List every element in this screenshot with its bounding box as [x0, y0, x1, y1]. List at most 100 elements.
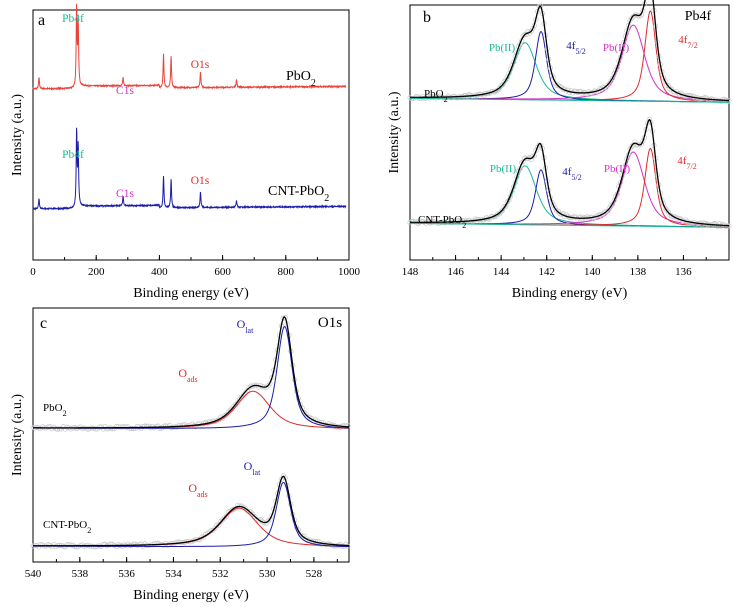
panel-b-letter: b	[423, 9, 431, 26]
panel-b-data-point	[448, 218, 455, 224]
panel-c-curve-label: CNT-PbO2	[43, 519, 91, 535]
panel-c-data-point	[115, 424, 121, 430]
panel-a-annotation: C1s	[116, 188, 134, 200]
panel-b-data-point	[632, 139, 638, 145]
panel-a-curve-label: PbO2	[286, 69, 316, 89]
panel-b-data-point	[554, 208, 560, 214]
panel-a-annotation: O1s	[191, 59, 210, 71]
panel-b-data-point	[530, 26, 536, 32]
panel-c-data-point	[55, 426, 61, 432]
panel-b-data-point	[608, 78, 614, 84]
panel-b-xtick-label: 142	[538, 266, 555, 278]
panel-b-data-point	[673, 215, 679, 221]
panel-c-data-point	[174, 539, 180, 545]
panel-c-data-point	[110, 426, 116, 432]
panel-a-series-1	[32, 127, 347, 211]
panel-b-data-point	[503, 77, 509, 83]
panel-b-xlabel: Binding energy (eV)	[512, 286, 628, 301]
panel-b-data-point	[477, 218, 483, 224]
panel-a-xtick-label: 0	[30, 266, 36, 278]
panel-c-data-point	[96, 424, 102, 430]
panel-b-data-point	[629, 143, 635, 149]
panel-b-annotation: Pb(II)	[489, 42, 516, 54]
panel-a-letter: a	[38, 12, 45, 29]
panel-b-data-point	[686, 220, 692, 226]
panel-b-xtick-label: 148	[402, 266, 419, 278]
panel-b-title: Pb4f	[685, 9, 712, 24]
panel-b-data-point	[461, 217, 467, 223]
panel-b-annotation: Pb(II)	[603, 42, 630, 54]
panel-b-data-point	[448, 95, 455, 101]
panel-b-data-point	[455, 218, 461, 224]
panel-a-series-0	[32, 3, 347, 91]
panel-c-annotation: Oads	[178, 366, 197, 384]
panel-a-xtick-label: 1000	[338, 266, 361, 278]
panel-b-data-point	[724, 223, 730, 229]
panel-b-data-point	[555, 208, 561, 214]
panel-b-data-point	[522, 31, 528, 37]
panel-b-data-point	[606, 81, 612, 87]
panel-c-xtick-label: 528	[306, 568, 323, 580]
panel-b-data-point	[724, 99, 730, 105]
panel-c-annotation: Olat	[244, 459, 261, 477]
panel-a-ylabel: Intensity (a.u.)	[10, 94, 25, 176]
panel-b-data-point	[499, 82, 506, 88]
panel-b-data-point	[590, 216, 596, 222]
panel-b-annotation: 4f7/2	[677, 155, 696, 171]
panel-b-data-point	[552, 205, 558, 211]
panel-b: 148 146 144 142 140 138 136 Binding energy (eV)…	[387, 0, 732, 301]
panel-b-data-point	[444, 95, 450, 101]
panel-b-data-point	[630, 142, 636, 148]
panel-b-curve-label: CNT-PbO2	[418, 214, 466, 230]
panel-b-data-point	[638, 141, 644, 147]
panel-a-xlabel: Binding energy (eV)	[133, 286, 249, 301]
panel-b-annotation: 4f7/2	[678, 34, 697, 50]
panel-c-letter: c	[40, 315, 47, 332]
panel-b-data-point	[629, 15, 635, 21]
panel-b-annotation: 4f5/2	[562, 166, 581, 182]
panel-b-data-point	[487, 216, 493, 222]
panel-c-data-point	[267, 516, 273, 523]
panel-c-curve-label: PbO2	[43, 402, 67, 418]
panel-a-xtick-label: 400	[151, 266, 168, 278]
panel-c-annotation: Oads	[188, 481, 207, 499]
panel-c-envelope-0	[32, 316, 350, 429]
panel-b-data-point	[715, 223, 721, 229]
panel-a-curve-label: CNT-PbO2	[268, 184, 329, 204]
panel-c-ylabel: Intensity (a.u.)	[10, 394, 25, 476]
panel-b-data-point	[670, 214, 676, 220]
panel-c-xtick-label: 530	[259, 568, 276, 580]
panel-a-annotation: O1s	[191, 175, 210, 187]
panel-b-data-point	[611, 198, 617, 204]
panel-c-data-point	[93, 426, 99, 432]
panel-b-xtick-label: 144	[493, 266, 510, 278]
panel-b-annotation: 4f5/2	[566, 40, 585, 56]
panel-a-frame	[32, 9, 350, 261]
panel-c-annotation: Olat	[237, 317, 254, 335]
panel-b-data-point	[460, 218, 466, 224]
panel-c-data-point	[66, 542, 72, 548]
panel-c-data-point	[100, 426, 106, 432]
panel-c-data-point	[64, 542, 70, 548]
panel-c-data-point	[56, 426, 63, 432]
panel-b-background-1	[409, 222, 730, 228]
panel-a-annotation: C1s	[116, 85, 134, 97]
panel-b-envelope-1	[410, 119, 730, 227]
panel-b-background-0	[409, 97, 730, 103]
panel-c-data-point	[269, 512, 275, 519]
panel-b-data-point	[646, 117, 652, 123]
panel-b-data-point	[605, 82, 611, 88]
panel-c-xlabel: Binding energy (eV)	[133, 588, 249, 603]
panel-c-title: O1s	[318, 315, 342, 331]
panel-a-xtick-label: 600	[214, 266, 231, 278]
panel-b-data-point	[571, 88, 577, 94]
panel-b-data-point	[504, 199, 510, 205]
panel-c-data-point	[223, 513, 229, 519]
panel-b-xtick-label: 140	[584, 266, 601, 278]
panel-b-data-point	[555, 82, 561, 88]
panel-b-data-point	[721, 96, 727, 102]
panel-b-data-point	[606, 205, 612, 211]
panel-b-curve-label: PbO2	[424, 88, 448, 104]
panel-c: 540 538 536 534 532 530 528 Binding energy (eV)…	[10, 307, 351, 603]
panel-b-xtick-label: 136	[675, 266, 692, 278]
